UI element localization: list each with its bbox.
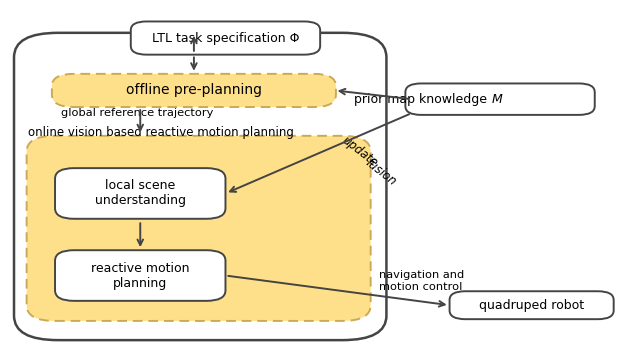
FancyBboxPatch shape: [52, 74, 336, 107]
Text: prior map knowledge: prior map knowledge: [354, 93, 491, 106]
Text: LTL task specification Φ: LTL task specification Φ: [152, 32, 299, 45]
Text: update: update: [340, 134, 380, 170]
FancyBboxPatch shape: [27, 136, 371, 321]
Text: offline pre-planning: offline pre-planning: [126, 83, 262, 98]
Text: M: M: [491, 93, 502, 106]
Text: online vision based reactive motion planning: online vision based reactive motion plan…: [28, 126, 294, 139]
FancyBboxPatch shape: [450, 291, 614, 319]
Text: global reference trajectory: global reference trajectory: [61, 108, 214, 118]
FancyBboxPatch shape: [405, 83, 595, 115]
Text: quadruped robot: quadruped robot: [479, 299, 584, 312]
FancyBboxPatch shape: [14, 33, 387, 340]
FancyBboxPatch shape: [55, 168, 226, 219]
FancyBboxPatch shape: [55, 250, 226, 301]
Text: fusion: fusion: [362, 156, 398, 189]
Text: reactive motion
planning: reactive motion planning: [91, 262, 190, 290]
Text: local scene
understanding: local scene understanding: [94, 180, 186, 207]
Text: navigation and
motion control: navigation and motion control: [379, 270, 464, 291]
FancyBboxPatch shape: [131, 21, 320, 55]
